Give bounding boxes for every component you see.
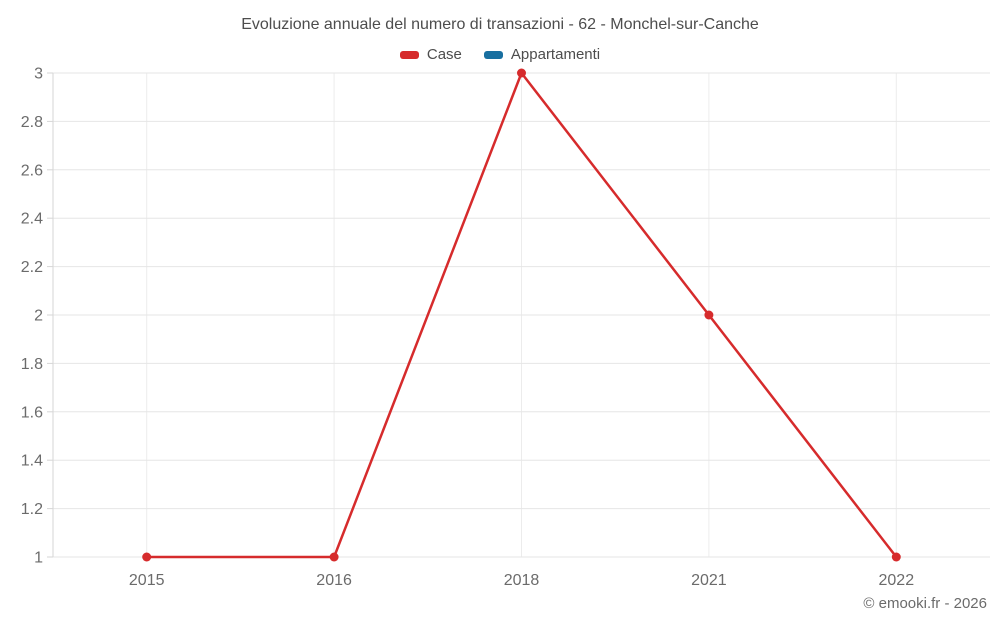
data-point-case-2018[interactable] — [517, 68, 526, 78]
legend-swatch-case — [399, 50, 419, 59]
y-tick-label: 3 — [34, 66, 43, 83]
data-point-case-2015[interactable] — [142, 552, 152, 562]
y-tick-label: 1.6 — [21, 404, 43, 421]
y-tick-label: 2.6 — [21, 162, 43, 179]
legend-item-case[interactable]: Case — [399, 46, 462, 63]
copyright-footer: © emooki.fr - 2026 — [863, 595, 987, 612]
data-point-case-2022[interactable] — [891, 552, 901, 562]
legend: Case Appartamenti — [0, 46, 1000, 63]
data-point-case-2016[interactable] — [329, 552, 339, 562]
x-tick-label: 2022 — [879, 572, 915, 589]
legend-swatch-appartamenti — [483, 50, 503, 59]
x-tick-label: 2021 — [691, 572, 727, 589]
legend-item-appartamenti[interactable]: Appartamenti — [483, 46, 601, 63]
data-point-case-2021[interactable] — [704, 310, 714, 320]
y-tick-label: 1.4 — [21, 453, 43, 470]
y-tick-label: 2.8 — [21, 114, 43, 131]
x-tick-label: 2018 — [504, 572, 540, 589]
y-tick-label: 1.2 — [21, 501, 43, 518]
legend-label-appartamenti: Appartamenti — [510, 46, 601, 63]
y-tick-label: 2.2 — [21, 259, 43, 276]
y-tick-label: 2.4 — [21, 211, 43, 228]
y-tick-label: 1.8 — [21, 356, 43, 373]
x-tick-label: 2016 — [316, 572, 352, 589]
x-tick-label: 2015 — [129, 572, 165, 589]
y-tick-label: 1 — [34, 550, 43, 567]
y-tick-label: 2 — [34, 308, 43, 325]
chart-title: Evoluzione annuale del numero di transaz… — [241, 16, 759, 33]
legend-label-case: Case — [426, 46, 462, 63]
